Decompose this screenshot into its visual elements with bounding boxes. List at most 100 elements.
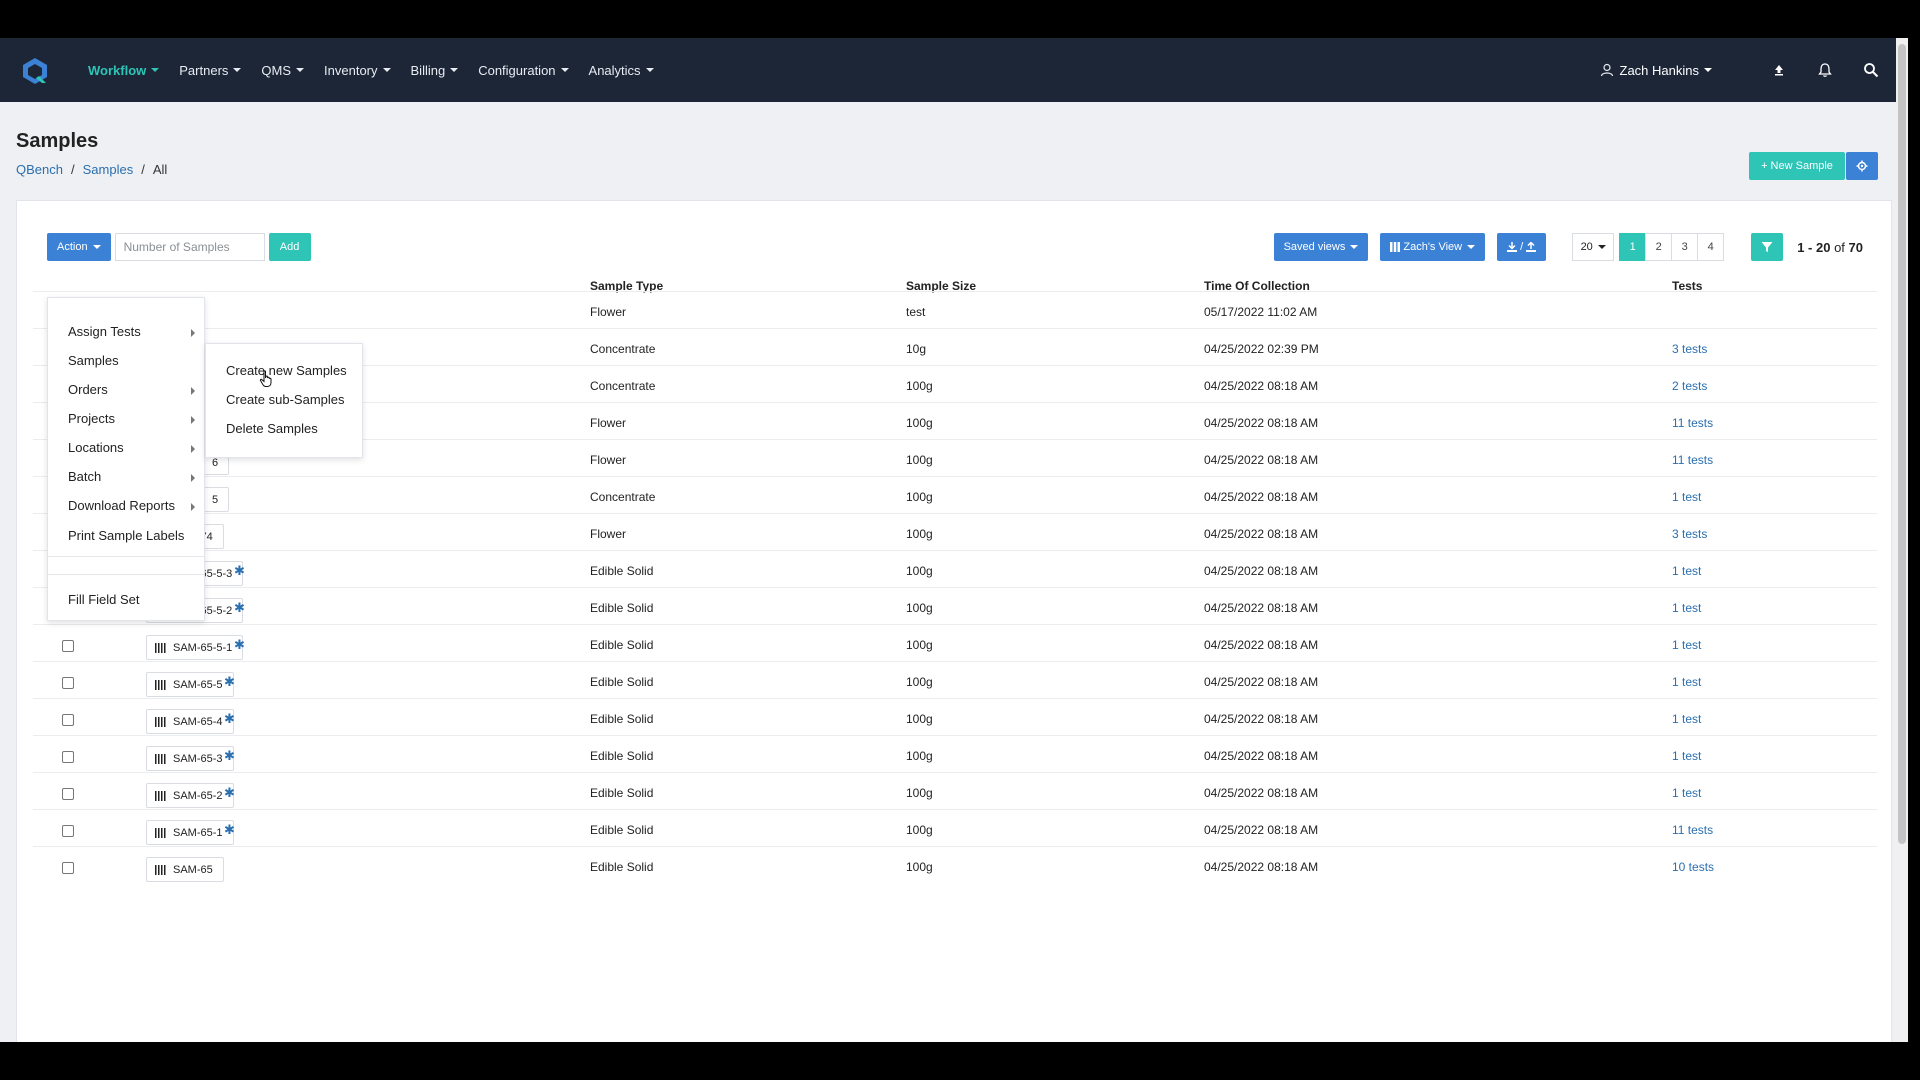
sample-id-tag[interactable]: SAM-65-2 [146,783,234,808]
page-button-2[interactable]: 2 [1645,233,1673,261]
nav-item-partners[interactable]: Partners [179,63,242,78]
settings-button[interactable] [1846,152,1878,180]
upload-icon[interactable] [1770,61,1788,79]
row-checkbox[interactable] [62,714,74,726]
scrollbar-thumb[interactable] [1898,44,1906,844]
number-of-samples-input[interactable] [114,233,265,261]
search-icon[interactable] [1862,61,1880,79]
action-menu-item-assign-tests[interactable]: Assign Tests [68,324,141,339]
action-menu-item-samples[interactable]: Samples [68,353,119,368]
nav-item-label: Inventory [324,62,378,78]
table-row[interactable]: SAM-65-2 ✱ Edible Solid 100g 04/25/2022 08:1… [33,772,1877,809]
action-menu-item-fill-field-set[interactable]: Fill Field Set [68,592,140,607]
action-menu-item-locations[interactable]: Locations [68,440,124,455]
vertical-scrollbar[interactable] [1896,38,1908,1042]
action-menu-item-print-sample-labels[interactable]: Print Sample Labels [68,528,185,543]
tests-link[interactable]: 11 tests [1672,453,1714,467]
tests-link[interactable]: 1 test [1672,490,1702,504]
row-checkbox[interactable] [62,825,74,837]
tests-link[interactable]: 1 test [1672,675,1702,689]
tests-link[interactable]: 1 test [1672,712,1702,726]
header-time-of-collection[interactable]: Time Of Collection [1204,279,1310,293]
action-button[interactable]: Action [47,233,111,261]
nav-item-inventory[interactable]: Inventory [324,62,391,78]
table-row[interactable]: SAM-65 Edible Solid 100g 04/25/2022 08:18 A… [33,846,1877,883]
header-sample-size[interactable]: Sample Size [906,279,977,293]
nav-item-configuration[interactable]: Configuration [478,63,569,78]
range-label: 1 - 20 [1797,239,1831,255]
time-cell: 04/25/2022 08:18 AM [1204,490,1319,504]
table-row[interactable]: SAM-65-1 ✱ Edible Solid 100g 04/25/2022 08:1… [33,809,1877,846]
action-menu-item-download-reports[interactable]: Download Reports [68,498,175,513]
submenu-item-create-new-samples[interactable]: Create new Samples [226,363,347,378]
table-row[interactable]: Flower test 05/17/2022 11:02 AM [33,291,1877,328]
sample-id-tag[interactable]: SAM-65-5 [146,672,234,697]
table-row[interactable]: SAM-65-4 ✱ Edible Solid 100g 04/25/2022 08:1… [33,698,1877,735]
sample-id-tag[interactable]: 5 [203,487,230,512]
row-checkbox[interactable] [62,751,74,763]
table-row[interactable]: SAM-74Flower100g04/25/2022 08:18 AM3 tes… [33,513,1877,550]
tests-link[interactable]: 1 test [1672,749,1702,763]
row-checkbox[interactable] [62,640,74,652]
sample-type-cell: Concentrate [590,490,656,504]
table-row[interactable]: SAM-65-5-1 ✱ Edible Solid 100g 04/25/2022 08… [33,624,1877,661]
nav-item-qms[interactable]: QMS [261,63,305,78]
view-selector-button[interactable]: Zach's View [1380,233,1486,261]
tests-link[interactable]: 10 tests [1672,860,1715,874]
header-tests[interactable]: Tests [1672,279,1703,293]
chevron-right-icon [191,329,195,337]
chevron-down-icon [1467,245,1476,249]
table-row[interactable]: SAM-65-5 ✱ Edible Solid 100g 04/25/2022 08:1… [33,661,1877,698]
qbench-logo-icon[interactable] [20,56,50,86]
table-row[interactable]: 6 Flower 100g 04/25/2022 08:18 AM 11 tests [33,439,1877,476]
tests-link[interactable]: 11 tests [1672,823,1714,837]
nav-item-workflow[interactable]: Workflow [88,63,160,78]
tests-link[interactable]: 1 test [1672,564,1702,578]
sample-id-tag[interactable]: SAM-65-3 [146,746,234,771]
tests-link[interactable]: 1 test [1672,601,1702,615]
tests-link[interactable]: 1 test [1672,638,1702,652]
saved-views-button[interactable]: Saved views [1273,233,1369,261]
result-range: 1 - 20 of 70 [1797,240,1863,255]
submenu-item-delete-samples[interactable]: Delete Samples [226,421,318,436]
page-button-1[interactable]: 1 [1619,233,1647,261]
row-checkbox[interactable] [62,677,74,689]
tests-link[interactable]: 11 tests [1672,416,1714,430]
header-sample-type[interactable]: Sample Type [590,279,664,293]
sample-id-tag[interactable]: SAM-65-1 [146,820,234,845]
table-row[interactable]: SAM-65-3 ✱ Edible Solid 100g 04/25/2022 08:1… [33,735,1877,772]
breadcrumb-qbench[interactable]: QBench [16,162,63,177]
per-page-select[interactable]: 20 [1572,233,1615,261]
sample-id-tag[interactable]: SAM-65 [146,857,224,882]
user-menu[interactable]: Zach Hankins [1600,63,1712,78]
action-menu-item-projects[interactable]: Projects [68,411,115,426]
tests-link[interactable]: 3 tests [1672,342,1708,356]
submenu-item-create-sub-samples[interactable]: Create sub-Samples [226,392,345,407]
filter-button[interactable] [1751,233,1784,261]
tests-link[interactable]: 1 test [1672,786,1702,800]
bell-icon[interactable] [1816,61,1834,79]
row-checkbox[interactable] [62,788,74,800]
action-menu-item-batch[interactable]: Batch [68,469,102,484]
nav-item-billing[interactable]: Billing [411,63,459,78]
sample-id-tag[interactable]: SAM-65-4 [146,709,234,734]
barcode-icon [155,864,167,875]
new-sample-button[interactable]: + New Sample [1749,152,1845,180]
import-export-button[interactable]: / [1497,233,1547,261]
action-menu-item-orders[interactable]: Orders [68,382,108,397]
table-row[interactable]: 5 Concentrate 100g 04/25/2022 08:18 AM 1 tes… [33,476,1877,513]
page-button-4[interactable]: 4 [1697,233,1725,261]
table-row[interactable]: Concentrate 10g 04/25/2022 02:39 PM 3 tests [33,328,1877,365]
add-button[interactable]: Add [268,233,311,261]
tests-link[interactable]: 2 tests [1672,379,1708,393]
row-checkbox[interactable] [62,862,74,874]
breadcrumb-samples[interactable]: Samples [82,162,134,177]
sample-id-tag[interactable]: SAM-65-5-1 [146,635,244,660]
nav-item-analytics[interactable]: Analytics [589,63,654,78]
chevron-down-icon [560,68,569,72]
page-button-3[interactable]: 3 [1671,233,1699,261]
tests-link[interactable]: 3 tests [1672,527,1708,541]
